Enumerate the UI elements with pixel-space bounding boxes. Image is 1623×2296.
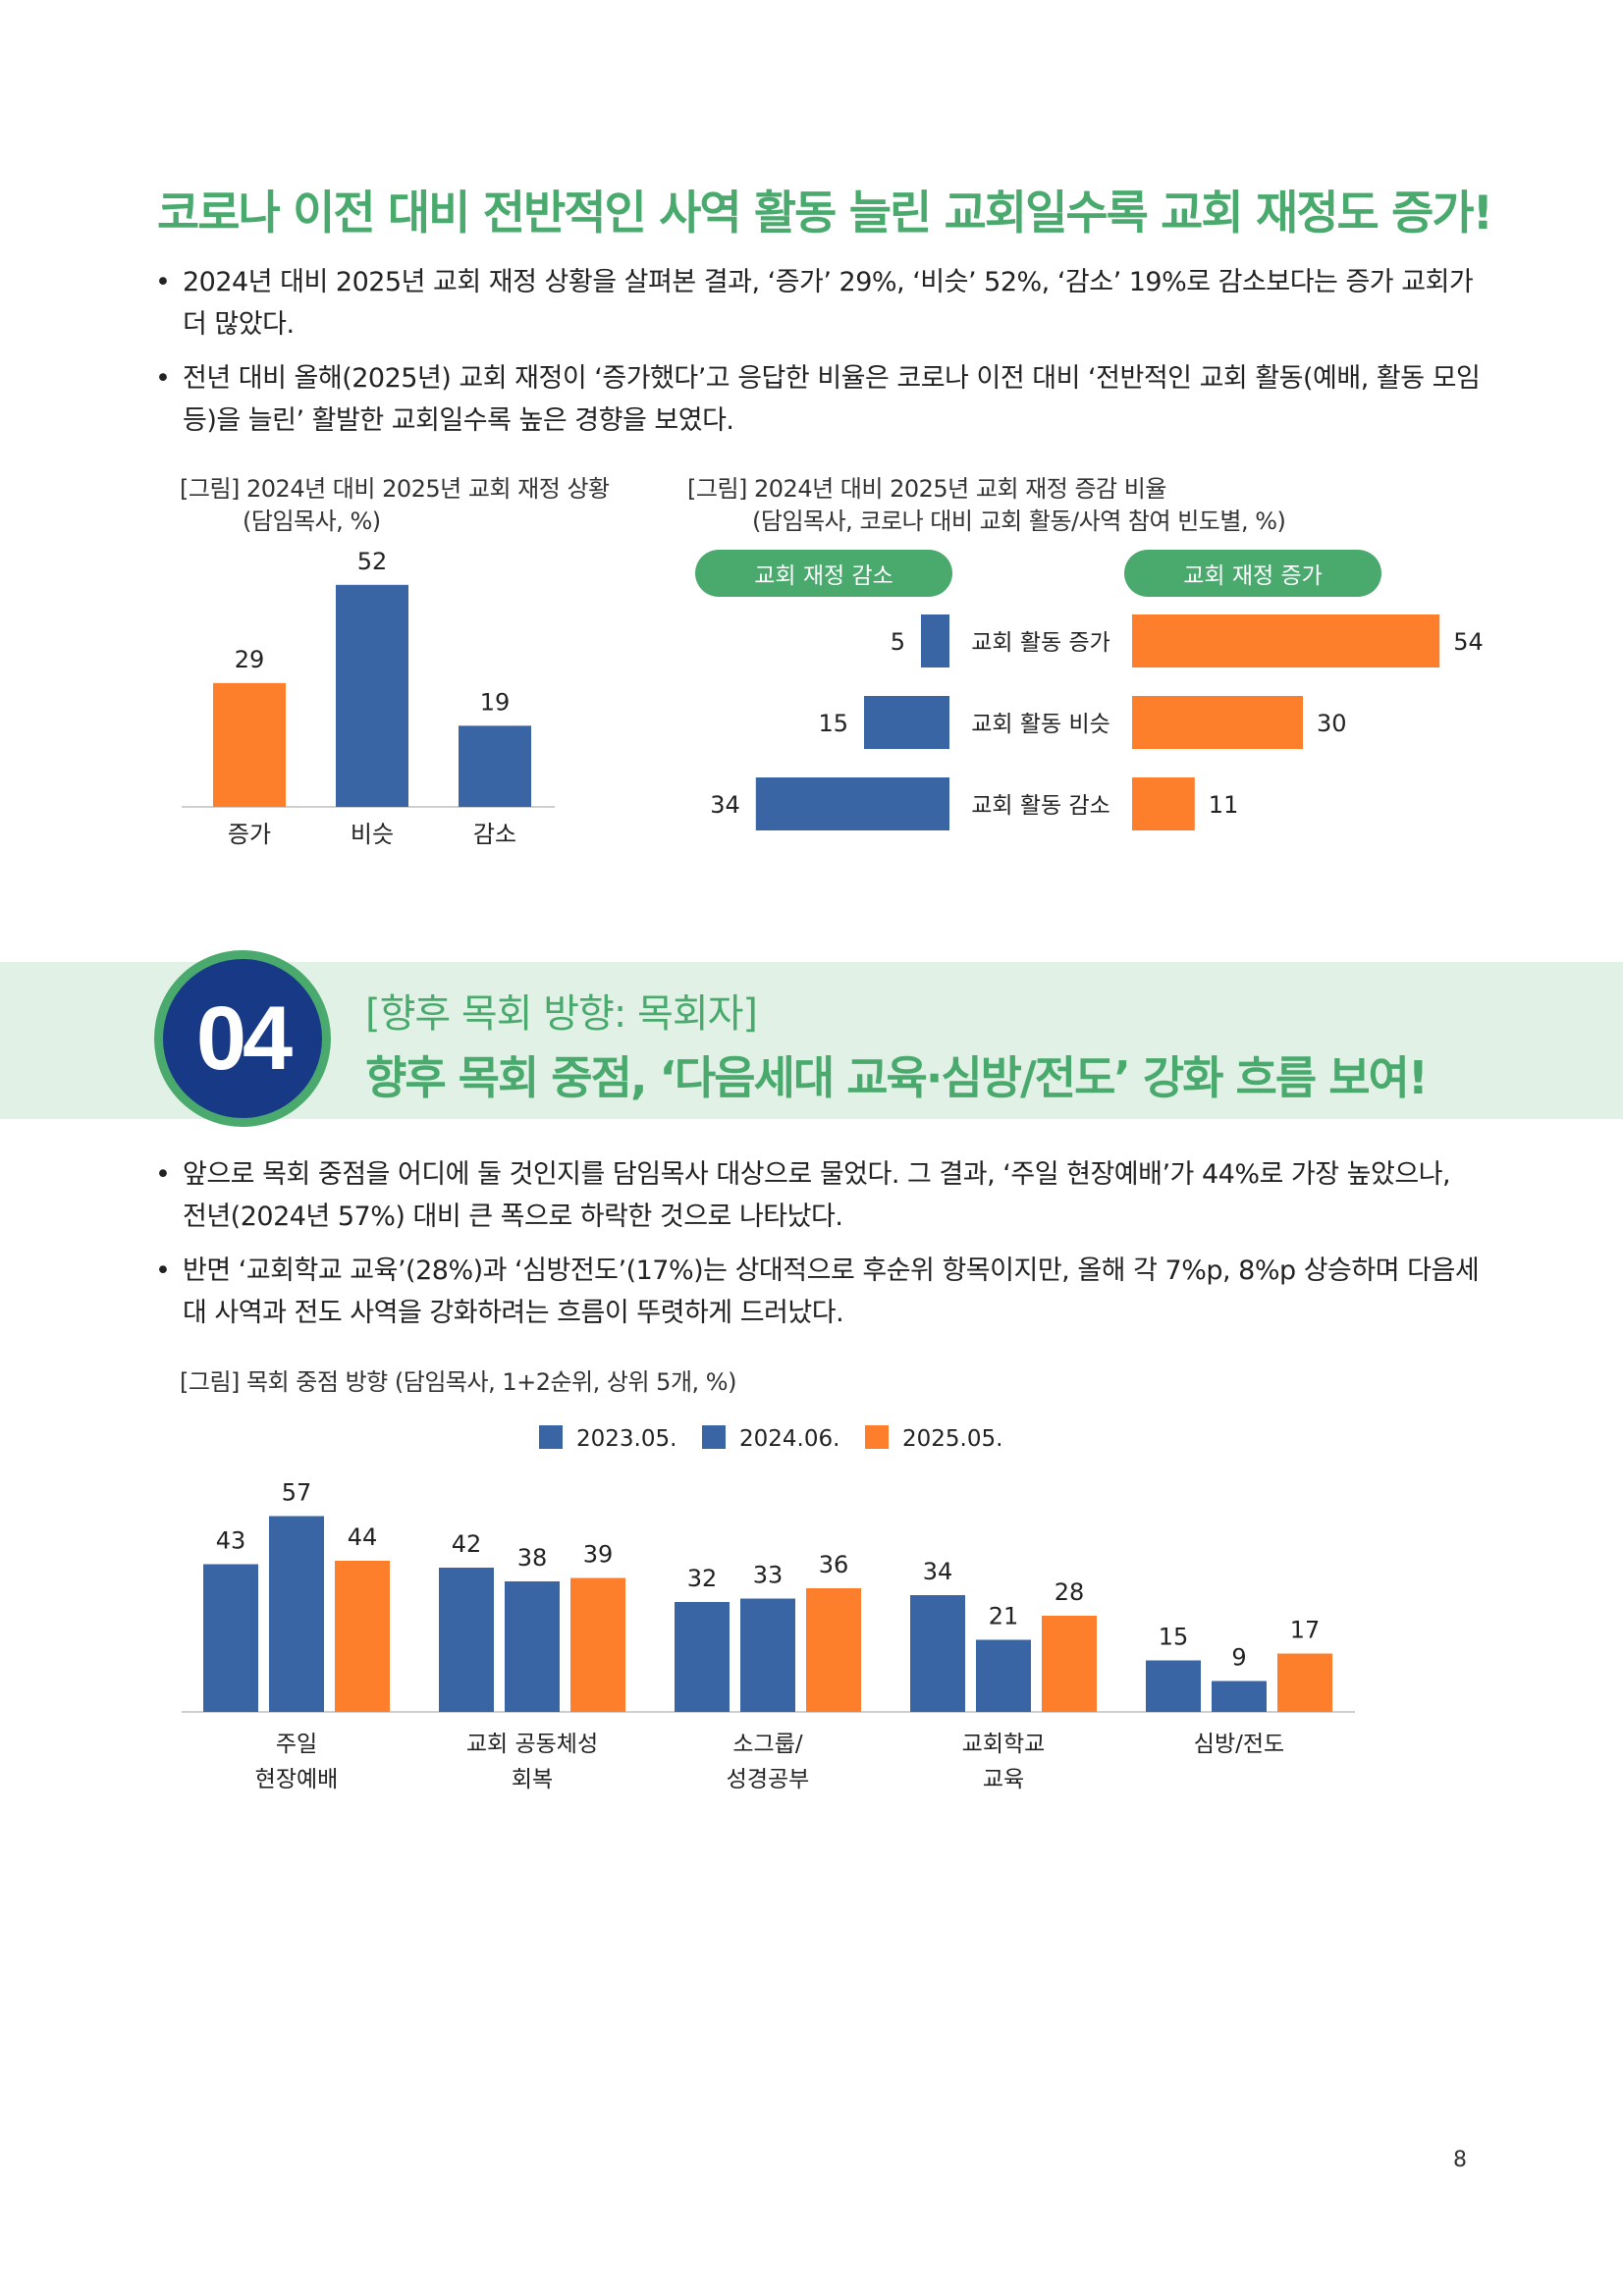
bullet-item: 전년 대비 올해(2025년) 교회 재정이 ‘증가했다’고 응답한 비율은 코… [155, 357, 1481, 442]
data-label: 30 [1317, 710, 1347, 737]
bar [336, 584, 408, 807]
category-label: 현장예배 [255, 1767, 339, 1792]
bar [335, 1561, 390, 1712]
legend-label: 2023.05. [576, 1426, 676, 1452]
bar-increase [1132, 696, 1303, 749]
category-label: 소그룹/ [732, 1732, 802, 1757]
chart-finance-status: 29 증가 52 비슷 19 감소 [182, 548, 555, 848]
data-label: 44 [348, 1523, 378, 1551]
bar [1042, 1616, 1097, 1712]
category-label: 교회 활동 감소 [971, 793, 1110, 819]
category-label: 교회 활동 비슷 [971, 712, 1110, 737]
data-label: 34 [923, 1558, 953, 1585]
fig2-caption: [그림] 2024년 대비 2025년 교회 재정 증감 비율 [687, 475, 1166, 503]
bullet-item: 앞으로 목회 중점을 어디에 둘 것인지를 담임목사 대상으로 물었다. 그 결… [155, 1153, 1481, 1238]
bar [675, 1602, 730, 1712]
fig3-caption: [그림] 목회 중점 방향 (담임목사, 1+2순위, 상위 5개, %) [180, 1368, 736, 1396]
page-number: 8 [1453, 2148, 1467, 2172]
category-label: 회복 [512, 1767, 553, 1792]
data-label: 11 [1209, 791, 1239, 819]
category-label: 교육 [983, 1767, 1024, 1792]
data-label: 39 [583, 1541, 614, 1569]
bar [1212, 1681, 1267, 1712]
data-label: 21 [989, 1603, 1019, 1630]
bar [570, 1577, 625, 1712]
category-label: 교회 활동 증가 [971, 630, 1110, 656]
bar [1277, 1653, 1332, 1712]
bar [505, 1581, 560, 1712]
bar [439, 1568, 494, 1712]
section-subtitle: [향후 목회 방향: 목회자] [365, 991, 758, 1037]
bar [203, 1564, 258, 1712]
category-label: 교회 공동체성 [466, 1732, 598, 1757]
bar [976, 1639, 1031, 1712]
category-label: 주일 [276, 1732, 317, 1757]
data-label: 15 [1159, 1624, 1189, 1651]
legend-label: 2024.06. [739, 1426, 839, 1452]
bullet-item: 2024년 대비 2025년 교회 재정 상황을 살펴본 결과, ‘증가’ 29… [155, 261, 1481, 346]
bar [910, 1595, 965, 1712]
data-label: 29 [235, 646, 265, 673]
legend-swatch [539, 1425, 563, 1449]
data-label: 17 [1290, 1617, 1321, 1644]
bar [740, 1598, 795, 1712]
category-label: 비슷 [351, 821, 394, 848]
category-label: 감소 [473, 821, 516, 848]
headline: 코로나 이전 대비 전반적인 사역 활동 늘린 교회일수록 교회 재정도 증가! [157, 187, 1493, 240]
data-label: 52 [357, 548, 388, 575]
bar-increase [1132, 777, 1195, 830]
data-label: 57 [282, 1479, 312, 1507]
data-label: 54 [1453, 628, 1484, 656]
data-label: 5 [891, 628, 905, 656]
legend-swatch [865, 1425, 889, 1449]
bullet-list-2: 앞으로 목회 중점을 어디에 둘 것인지를 담임목사 대상으로 물었다. 그 결… [155, 1153, 1481, 1346]
data-label: 33 [753, 1562, 784, 1589]
category-label: 증가 [228, 821, 271, 848]
bar-decrease [864, 696, 949, 749]
data-label: 36 [819, 1551, 849, 1578]
data-label: 42 [452, 1530, 482, 1558]
category-label: 성경공부 [727, 1767, 810, 1792]
bullet-item: 반면 ‘교회학교 교육’(28%)과 ‘심방전도’(17%)는 상대적으로 후순… [155, 1250, 1481, 1334]
legend-label: 2025.05. [902, 1426, 1002, 1452]
data-label: 43 [216, 1527, 246, 1555]
bar-decrease [921, 614, 949, 667]
bullet-list-1: 2024년 대비 2025년 교회 재정 상황을 살펴본 결과, ‘증가’ 29… [155, 261, 1481, 454]
pill-finance-decrease: 교회 재정 감소 [695, 550, 952, 597]
bar [269, 1516, 324, 1712]
category-label: 교회학교 [962, 1732, 1046, 1757]
bar-increase [1132, 614, 1440, 667]
data-label: 9 [1231, 1644, 1246, 1672]
bar-decrease [755, 777, 949, 830]
data-label: 32 [687, 1565, 718, 1592]
legend-swatch [702, 1425, 726, 1449]
bar [459, 725, 531, 807]
section-number: 04 [163, 959, 322, 1118]
data-label: 28 [1055, 1578, 1085, 1606]
fig1-caption-sub: (담임목사, %) [243, 507, 381, 535]
data-label: 19 [480, 688, 511, 716]
fig2-caption-sub: (담임목사, 코로나 대비 교회 활동/사역 참여 빈도별, %) [752, 507, 1286, 535]
data-label: 15 [818, 710, 848, 737]
category-label: 심방/전도 [1194, 1732, 1284, 1757]
chart-finance-change: 5 교회 활동 증가 54 15 교회 활동 비슷 30 34 교회 활동 감소 11 [710, 614, 1484, 830]
bar [1146, 1660, 1201, 1712]
bar [806, 1588, 861, 1712]
data-label: 34 [710, 791, 740, 819]
pill-finance-increase: 교회 재정 증가 [1124, 550, 1381, 597]
fig1-caption: [그림] 2024년 대비 2025년 교회 재정 상황 [180, 475, 610, 503]
data-label: 38 [517, 1544, 548, 1572]
bar [213, 682, 286, 807]
section-title: 향후 목회 중점, ‘다음세대 교육·심방/전도’ 강화 흐름 보여! [365, 1051, 1429, 1104]
